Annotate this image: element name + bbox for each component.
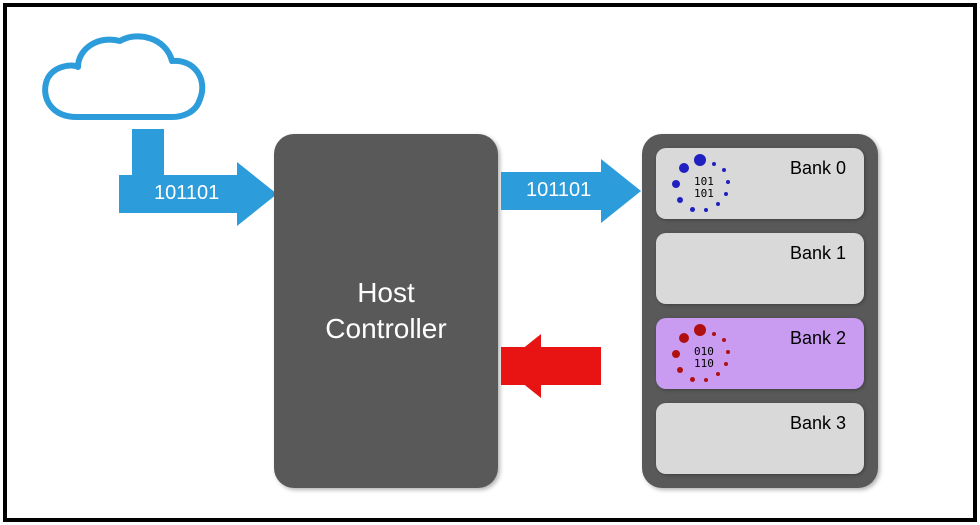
- swirl-dot: [690, 377, 695, 382]
- swirl-dot: [690, 207, 695, 212]
- bank-0-bits: 101101: [694, 176, 714, 200]
- memory-module: Bank 0 101101 Bank 1 Bank 2 010110 Bank 3: [642, 134, 878, 488]
- swirl-dot: [724, 362, 728, 366]
- swirl-dot: [672, 350, 680, 358]
- memory-bank-0: Bank 0 101101: [656, 148, 864, 219]
- arrow-cloud-to-host-label: 101101: [154, 182, 219, 205]
- swirl-dot: [712, 162, 716, 166]
- memory-bank-label-3: Bank 3: [790, 413, 846, 434]
- swirl-dot: [712, 332, 716, 336]
- swirl-dot: [694, 154, 706, 166]
- swirl-dot: [724, 192, 728, 196]
- swirl-dot: [726, 350, 730, 354]
- swirl-dot: [677, 197, 683, 203]
- swirl-dot: [672, 180, 680, 188]
- memory-bank-label-1: Bank 1: [790, 243, 846, 264]
- swirl-dot: [704, 208, 708, 212]
- swirl-dot: [722, 168, 726, 172]
- arrow-memory-to-host: [501, 347, 641, 385]
- swirl-dot: [716, 372, 720, 376]
- bank-0-swirl: 101101: [670, 154, 740, 216]
- host-controller: Host Controller: [274, 134, 498, 488]
- memory-bank-2: Bank 2 010110: [656, 318, 864, 389]
- swirl-dot: [716, 202, 720, 206]
- swirl-dot: [704, 378, 708, 382]
- swirl-dot: [679, 333, 689, 343]
- swirl-dot: [679, 163, 689, 173]
- swirl-dot: [726, 180, 730, 184]
- host-label-line1: Host: [357, 277, 415, 308]
- bank-2-swirl: 010110: [670, 324, 740, 386]
- cloud-output-pipe: [132, 129, 164, 177]
- diagram-frame: 101101 Host Controller 101101 Bank 0 1011…: [3, 3, 977, 522]
- memory-bank-1: Bank 1: [656, 233, 864, 304]
- swirl-dot: [677, 367, 683, 373]
- arrow-host-to-memory-label: 101101: [526, 179, 591, 202]
- swirl-dot: [694, 324, 706, 336]
- host-controller-label: Host Controller: [325, 275, 446, 348]
- swirl-dot: [722, 338, 726, 342]
- cloud-icon: [32, 27, 212, 137]
- memory-bank-3: Bank 3: [656, 403, 864, 474]
- bank-2-bits: 010110: [694, 346, 714, 370]
- memory-bank-label-0: Bank 0: [790, 158, 846, 179]
- memory-bank-label-2: Bank 2: [790, 328, 846, 349]
- host-label-line2: Controller: [325, 313, 446, 344]
